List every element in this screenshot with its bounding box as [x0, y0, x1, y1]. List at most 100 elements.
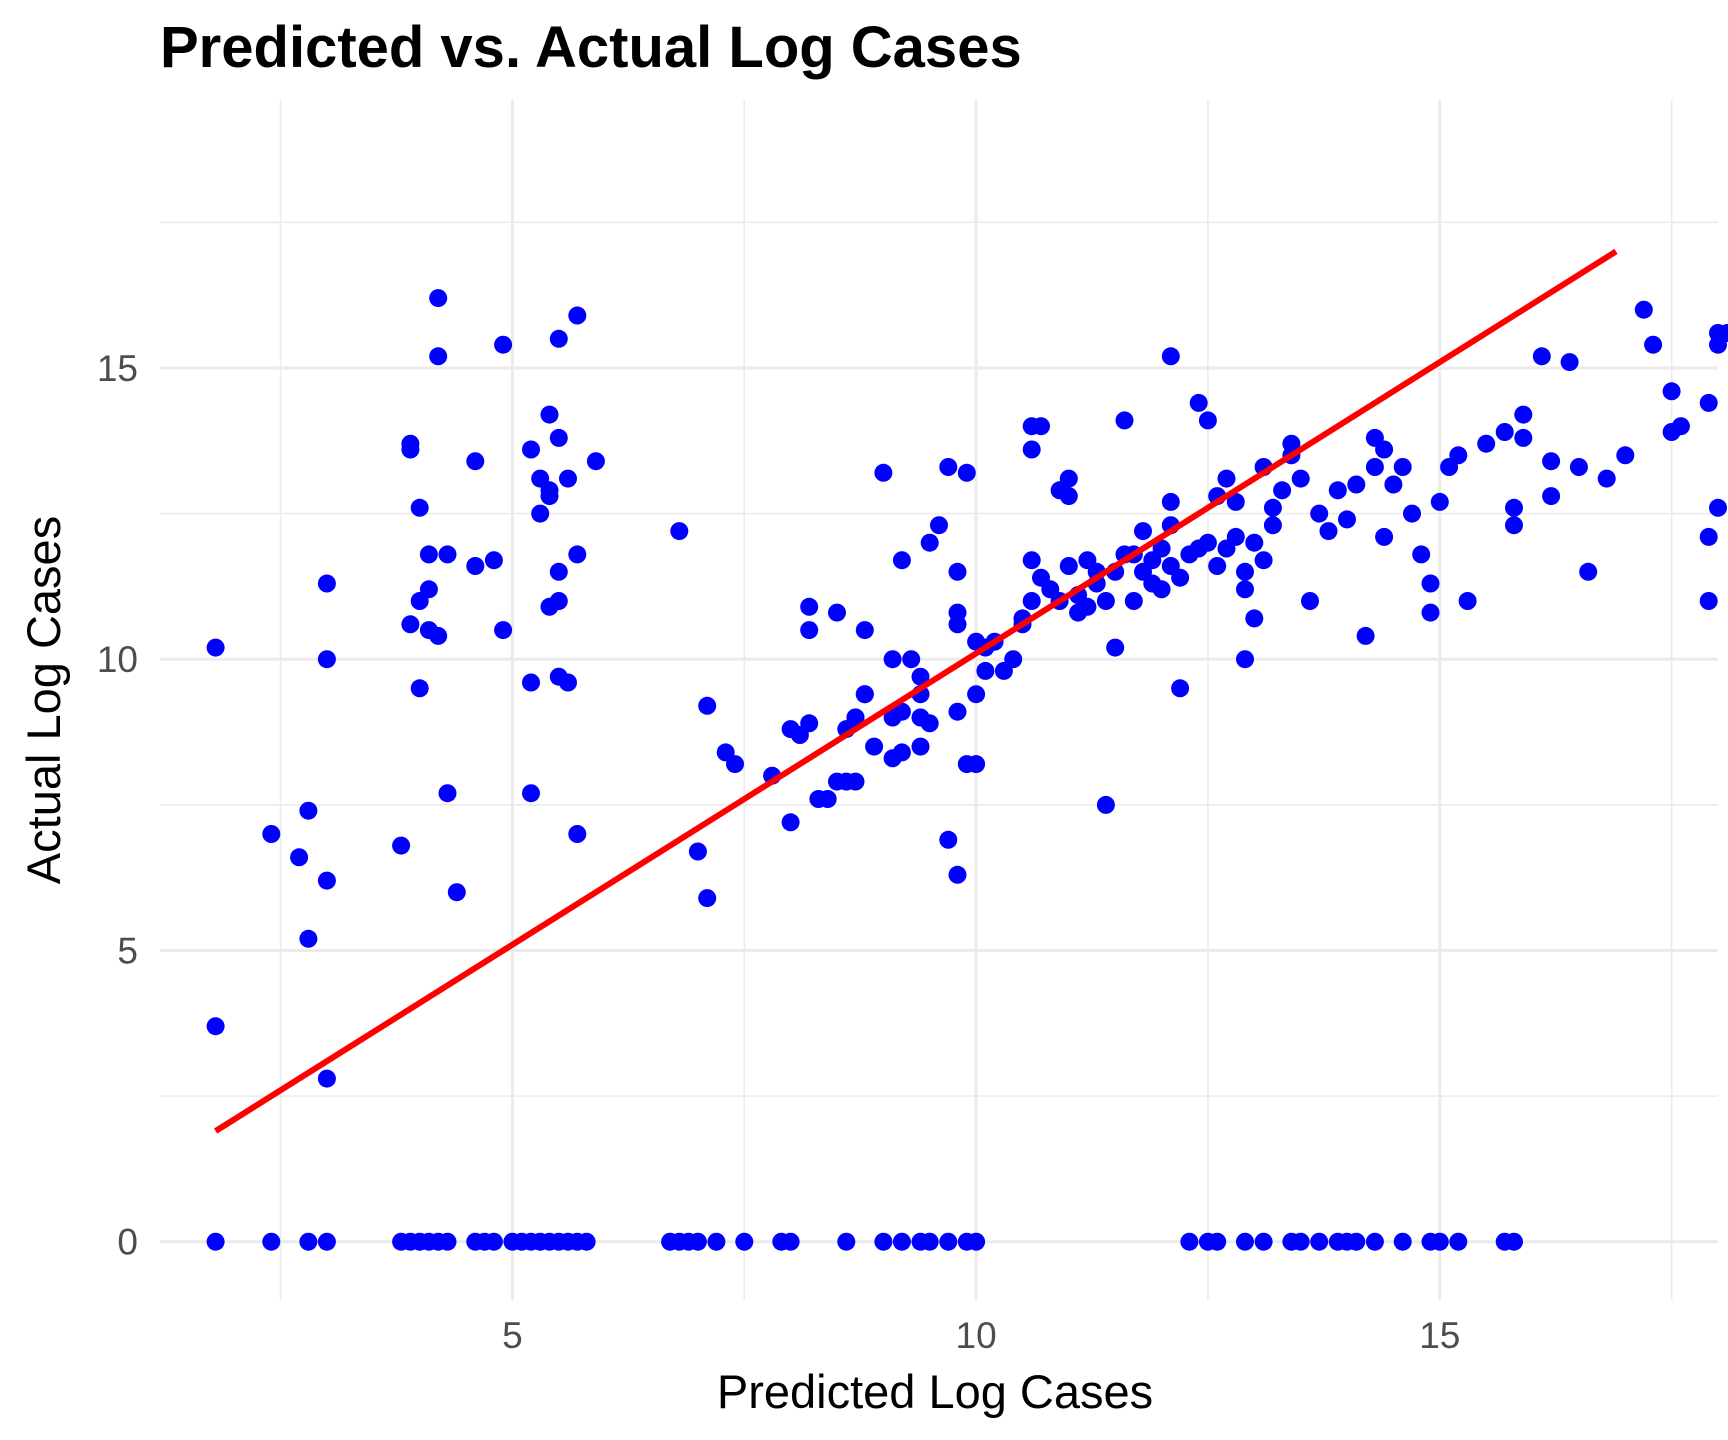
data-point — [549, 592, 568, 610]
data-point — [800, 597, 819, 616]
data-point — [299, 929, 318, 948]
data-point — [419, 580, 438, 599]
data-point — [438, 1232, 457, 1251]
data-point — [1208, 557, 1227, 575]
data-point — [957, 463, 976, 482]
data-point — [466, 452, 485, 471]
data-point — [1338, 510, 1356, 529]
data-point — [494, 621, 513, 640]
data-point — [1171, 568, 1190, 587]
data-point — [317, 1232, 336, 1251]
data-points — [206, 289, 1728, 1251]
data-point — [1430, 1232, 1449, 1251]
data-point — [568, 306, 587, 325]
data-point — [1393, 458, 1412, 476]
data-point — [948, 865, 967, 884]
y-axis-title: Actual Log Cases — [17, 516, 70, 884]
data-point — [911, 737, 930, 756]
data-point — [707, 1232, 726, 1251]
chart-title: Predicted vs. Actual Log Cases — [160, 15, 1022, 80]
data-point — [1477, 434, 1496, 453]
data-point — [262, 1232, 281, 1251]
data-point — [846, 772, 865, 791]
data-point — [1059, 557, 1078, 575]
data-point — [568, 545, 587, 564]
data-point — [447, 883, 466, 902]
data-point — [466, 557, 485, 575]
data-point — [1560, 353, 1579, 372]
data-point — [1347, 1232, 1366, 1251]
data-point — [698, 889, 717, 908]
data-point — [874, 1232, 893, 1251]
data-point — [948, 702, 967, 721]
data-point — [317, 1069, 336, 1088]
data-point — [828, 603, 846, 622]
data-point — [1458, 592, 1477, 610]
data-point — [1236, 562, 1254, 581]
data-point — [1375, 440, 1394, 459]
data-point — [1236, 1232, 1254, 1251]
data-point — [1375, 527, 1394, 546]
data-point — [1671, 417, 1690, 436]
data-point — [522, 673, 540, 692]
data-point — [1662, 382, 1681, 401]
data-point — [1514, 405, 1533, 424]
data-point — [1004, 650, 1023, 669]
x-tick-label: 10 — [956, 1315, 997, 1356]
data-point — [1634, 300, 1653, 319]
data-point — [855, 621, 874, 640]
data-point — [1644, 335, 1663, 354]
data-point — [1449, 446, 1468, 465]
data-point — [1310, 504, 1329, 523]
data-point — [855, 685, 874, 704]
data-point — [586, 452, 605, 471]
data-point — [781, 813, 800, 832]
data-point — [484, 551, 503, 570]
data-point — [800, 621, 819, 640]
data-point — [410, 679, 429, 698]
data-point — [1022, 551, 1041, 570]
data-point — [865, 737, 884, 756]
data-point — [1319, 522, 1338, 541]
data-point — [1384, 475, 1403, 494]
data-point — [549, 428, 568, 447]
data-point — [939, 458, 958, 476]
data-point — [317, 650, 336, 669]
data-point — [892, 743, 911, 762]
data-point — [920, 1232, 939, 1251]
data-point — [410, 498, 429, 517]
data-point — [317, 871, 336, 890]
data-point — [688, 842, 707, 861]
data-point — [1505, 516, 1523, 535]
fit-line — [214, 248, 1618, 1134]
x-tick-labels: 5 10 15 — [502, 1315, 1460, 1356]
data-point — [781, 1232, 800, 1251]
y-tick-label: 0 — [117, 1222, 138, 1263]
data-point — [920, 533, 939, 552]
y-tick-label: 15 — [97, 348, 138, 389]
data-point — [1699, 592, 1718, 610]
data-point — [1171, 679, 1190, 698]
data-point — [1226, 527, 1245, 546]
data-point — [1421, 574, 1440, 593]
data-point — [317, 574, 336, 593]
data-point — [698, 696, 717, 715]
data-point — [957, 755, 976, 774]
y-tick-label: 5 — [117, 930, 138, 971]
data-point — [726, 755, 744, 774]
data-point — [1365, 1232, 1384, 1251]
data-point — [1505, 1232, 1523, 1251]
data-point — [976, 661, 995, 680]
x-tick-label: 5 — [502, 1315, 523, 1356]
data-point — [670, 522, 689, 541]
data-point — [1532, 347, 1551, 366]
data-point — [1616, 446, 1635, 465]
data-point — [1569, 458, 1588, 476]
data-point — [1291, 1232, 1310, 1251]
data-point — [1124, 592, 1143, 610]
data-point — [262, 825, 281, 843]
data-point — [1449, 1232, 1468, 1251]
data-point — [1412, 545, 1431, 564]
data-point — [522, 784, 540, 803]
data-point — [930, 516, 948, 535]
